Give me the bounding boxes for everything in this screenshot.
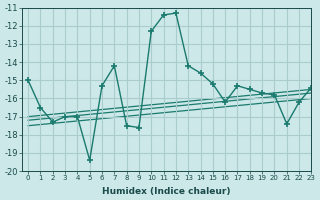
X-axis label: Humidex (Indice chaleur): Humidex (Indice chaleur) bbox=[102, 187, 231, 196]
